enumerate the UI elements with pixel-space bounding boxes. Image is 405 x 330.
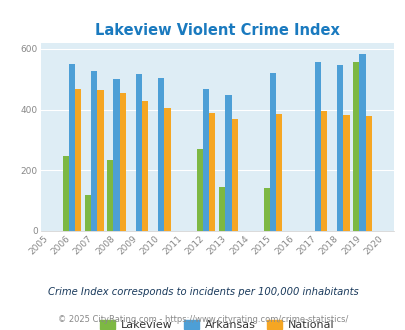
Bar: [336, 65, 343, 231]
Bar: [365, 116, 371, 231]
Bar: [352, 62, 358, 231]
Bar: [119, 93, 126, 231]
Bar: [142, 101, 148, 231]
Bar: [97, 90, 103, 231]
Bar: [209, 113, 215, 231]
Bar: [113, 79, 119, 231]
Bar: [62, 156, 68, 231]
Bar: [91, 71, 97, 231]
Bar: [231, 119, 237, 231]
Bar: [68, 64, 75, 231]
Bar: [136, 74, 142, 231]
Bar: [320, 112, 326, 231]
Bar: [314, 62, 320, 231]
Legend: Lakeview, Arkansas, National: Lakeview, Arkansas, National: [95, 315, 338, 330]
Bar: [263, 188, 269, 231]
Bar: [158, 78, 164, 231]
Bar: [107, 160, 113, 231]
Text: Crime Index corresponds to incidents per 100,000 inhabitants: Crime Index corresponds to incidents per…: [47, 287, 358, 297]
Title: Lakeview Violent Crime Index: Lakeview Violent Crime Index: [94, 22, 339, 38]
Bar: [225, 95, 231, 231]
Bar: [196, 149, 202, 231]
Bar: [164, 108, 170, 231]
Bar: [202, 89, 209, 231]
Bar: [358, 53, 365, 231]
Bar: [75, 89, 81, 231]
Bar: [343, 115, 349, 231]
Bar: [275, 115, 282, 231]
Bar: [269, 73, 275, 231]
Text: © 2025 CityRating.com - https://www.cityrating.com/crime-statistics/: © 2025 CityRating.com - https://www.city…: [58, 315, 347, 324]
Bar: [218, 187, 225, 231]
Bar: [85, 195, 91, 231]
